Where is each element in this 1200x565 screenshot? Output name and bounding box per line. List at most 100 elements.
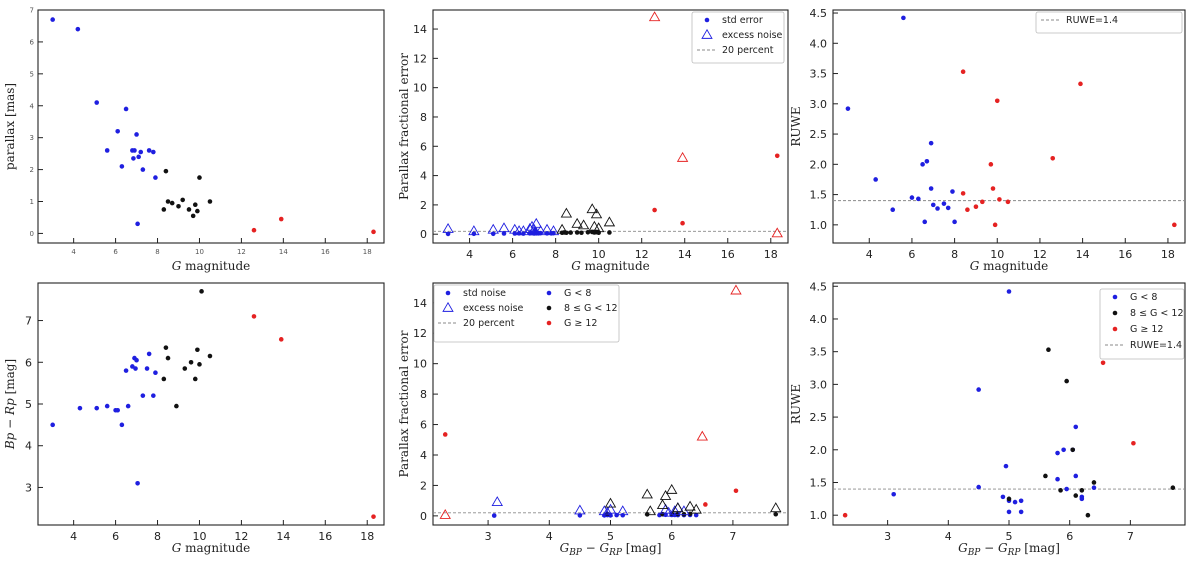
series-black-dot (161, 289, 213, 409)
series-blue-dot (50, 17, 158, 227)
x-tick-label: 6 (113, 248, 118, 256)
data-point (151, 149, 156, 155)
data-point (1170, 485, 1176, 491)
data-point-triangle (690, 503, 702, 514)
data-point (138, 149, 144, 155)
data-point-triangle (730, 284, 742, 295)
x-tick-label: 16 (1118, 248, 1132, 261)
legend-marker-swatch (1112, 326, 1118, 332)
x-tick-label: 4 (945, 530, 952, 543)
legend-entry-label: 8 ≤ G < 12 (1130, 308, 1184, 319)
x-tick-label: 7 (1127, 530, 1134, 543)
data-point-triangle (617, 505, 629, 516)
legend-marker-swatch (546, 320, 552, 326)
data-point (1046, 347, 1051, 353)
data-point-triangle (491, 496, 503, 506)
data-point (182, 366, 188, 371)
data-point-triangle (541, 223, 553, 234)
data-point (1003, 463, 1009, 469)
x-tick-label: 14 (276, 530, 290, 543)
data-point (890, 207, 896, 213)
x-tick-label: 18 (363, 248, 372, 256)
data-point (161, 376, 167, 382)
data-point (773, 511, 779, 517)
legend-marker-swatch (546, 305, 552, 311)
legend-box (1099, 288, 1185, 360)
data-point (163, 345, 169, 350)
data-point (607, 230, 612, 235)
data-point (180, 197, 185, 203)
x-tick-label: 8 (552, 248, 559, 261)
y-tick-label: 1.5 (810, 189, 828, 202)
x-tick-label: 10 (592, 248, 606, 261)
data-point-triangle (604, 497, 617, 508)
data-point (1085, 512, 1091, 518)
data-point (115, 407, 120, 413)
data-point-triangle (676, 151, 689, 162)
data-point (119, 164, 125, 169)
data-point (140, 167, 146, 172)
data-point (176, 203, 181, 209)
legend-box (1035, 11, 1183, 34)
data-point (371, 229, 376, 235)
data-point (909, 195, 915, 200)
data-point (922, 219, 928, 225)
data-point (928, 140, 934, 146)
y-tick-label: 2.0 (810, 444, 828, 457)
data-point-triangle (644, 505, 657, 516)
y-tick-label: 6 (420, 140, 427, 153)
data-point (131, 156, 136, 161)
data-point (197, 175, 202, 180)
x-tick-label: 8 (155, 248, 159, 256)
data-point (146, 351, 152, 357)
y-axis-label: Parallax fractional error (397, 330, 411, 477)
data-point (585, 230, 591, 235)
data-point (104, 148, 110, 153)
data-point (976, 387, 981, 392)
data-point (1079, 496, 1085, 502)
y-tick-label: 10 (413, 358, 427, 371)
x-tick-label: 3 (485, 530, 492, 543)
data-point (94, 405, 100, 411)
series-black-dot (559, 229, 612, 236)
legend-entry-label: 20 percent (463, 318, 515, 329)
legend-entry-label: excess noise (722, 30, 783, 41)
data-point-triangle (592, 222, 605, 233)
y-tick-label: 1.5 (810, 476, 828, 489)
data-point-triangle (442, 222, 454, 233)
data-point (188, 359, 194, 365)
data-point (501, 231, 507, 236)
y-tick-label: 6 (25, 356, 32, 369)
legend-marker-swatch (1112, 294, 1118, 300)
y-tick-label: 5 (30, 70, 34, 78)
data-point (1073, 493, 1079, 498)
chart-panel-p4: 4 6 8 10 12 14 16 18 3 4 5 6 7 G magnitude Bp − Rp [ma… (3, 282, 385, 555)
data-point (140, 393, 146, 398)
data-point (733, 488, 739, 494)
data-point (151, 393, 156, 398)
data-point (119, 422, 125, 428)
data-point (1100, 360, 1106, 366)
x-tick-label: 5 (1006, 530, 1013, 543)
series-red-dot (842, 360, 1136, 518)
series-blue-triangle (442, 217, 560, 236)
data-point (192, 202, 198, 207)
legend-entry-label: G < 8 (1130, 292, 1157, 303)
x-tick-label: 4 (70, 530, 77, 543)
y-axis-label: RUWE (789, 106, 803, 146)
x-tick-label: 4 (466, 248, 473, 261)
data-point-triangle (547, 225, 560, 236)
data-point (1055, 476, 1060, 482)
data-point (935, 206, 940, 211)
legend-marker-swatch (701, 28, 713, 39)
data-point-triangle (534, 225, 547, 236)
data-point (125, 403, 131, 409)
data-point (134, 132, 139, 137)
y-tick-label: 4 (25, 440, 32, 453)
y-tick-label: 14 (413, 297, 427, 310)
data-point-triangle (586, 203, 598, 214)
x-axis-label: G magnitude (970, 259, 1049, 273)
series-red-dot (652, 153, 780, 226)
data-point-triangle (468, 225, 480, 236)
data-point (135, 480, 140, 486)
